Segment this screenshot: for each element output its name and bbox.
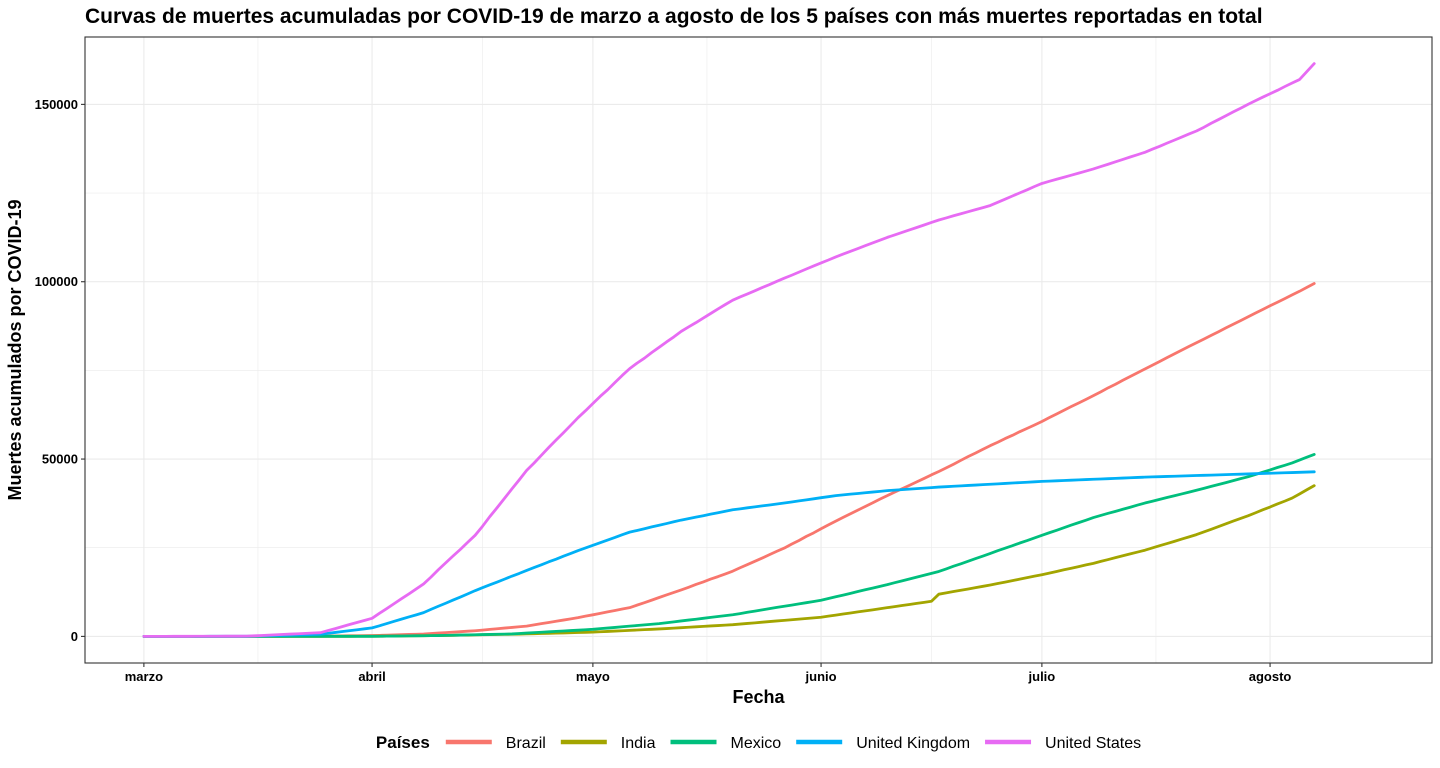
x-tick-label: abril [358,669,385,684]
y-tick-label: 0 [71,629,78,644]
y-axis-title: Muertes acumulados por COVID-19 [5,199,25,500]
plot-area: 0 50000 100000 150000 marzo abril mayo junio jul… [35,36,1433,684]
x-tick-label: agosto [1249,669,1292,684]
legend-item-brazil: Brazil [445,735,546,752]
series-line-mexico [142,453,1316,638]
x-tick-label: junio [805,669,837,684]
legend-label: Brazil [506,735,546,752]
x-tick-label: julio [1028,669,1056,684]
legend-label: United States [1045,735,1141,752]
legend-item-mexico: Mexico [670,735,782,752]
series-line-united-states [142,62,1316,638]
y-tick-label: 150000 [35,97,78,112]
series-line-united-kingdom [142,470,1316,638]
y-tick-label: 100000 [35,274,78,289]
legend: Países Brazil India Mexico United Kingdom Uni… [376,733,1141,752]
legend-item-united-states: United States [985,735,1141,752]
chart-title: Curvas de muertes acumuladas por COVID-1… [85,5,1263,28]
plot-background [85,37,1432,663]
x-axis-title: Fecha [732,687,785,707]
legend-item-united-kingdom: United Kingdom [796,735,970,752]
legend-title: Países [376,733,430,752]
legend-label: India [621,735,656,752]
x-tick-label: mayo [576,669,610,684]
y-tick-label: 50000 [42,452,78,467]
legend-label: Mexico [731,735,782,752]
x-tick-label: marzo [125,669,163,684]
legend-item-india: India [560,735,656,752]
legend-label: United Kingdom [856,735,970,752]
plot-border [84,36,1433,664]
